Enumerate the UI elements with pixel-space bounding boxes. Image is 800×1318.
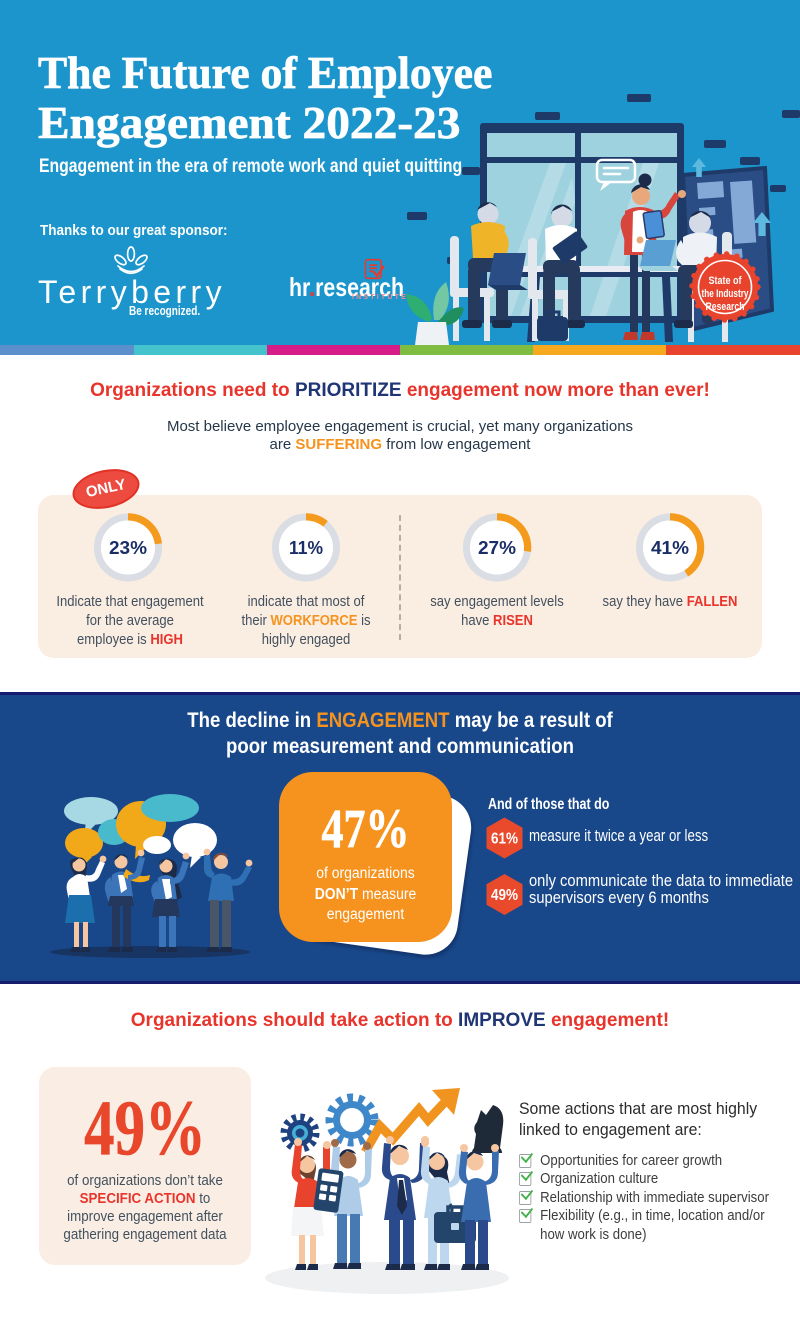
svg-text:23%: 23% — [109, 537, 147, 558]
svg-text:49%: 49% — [491, 887, 518, 904]
svg-text:Research: Research — [706, 301, 745, 313]
svg-text:27%: 27% — [478, 537, 516, 558]
svg-text:41%: 41% — [651, 537, 689, 558]
svg-text:61%: 61% — [491, 831, 518, 848]
svg-text:State of: State of — [709, 275, 742, 287]
svg-text:the Industry: the Industry — [702, 288, 750, 300]
svg-text:11%: 11% — [289, 537, 323, 558]
